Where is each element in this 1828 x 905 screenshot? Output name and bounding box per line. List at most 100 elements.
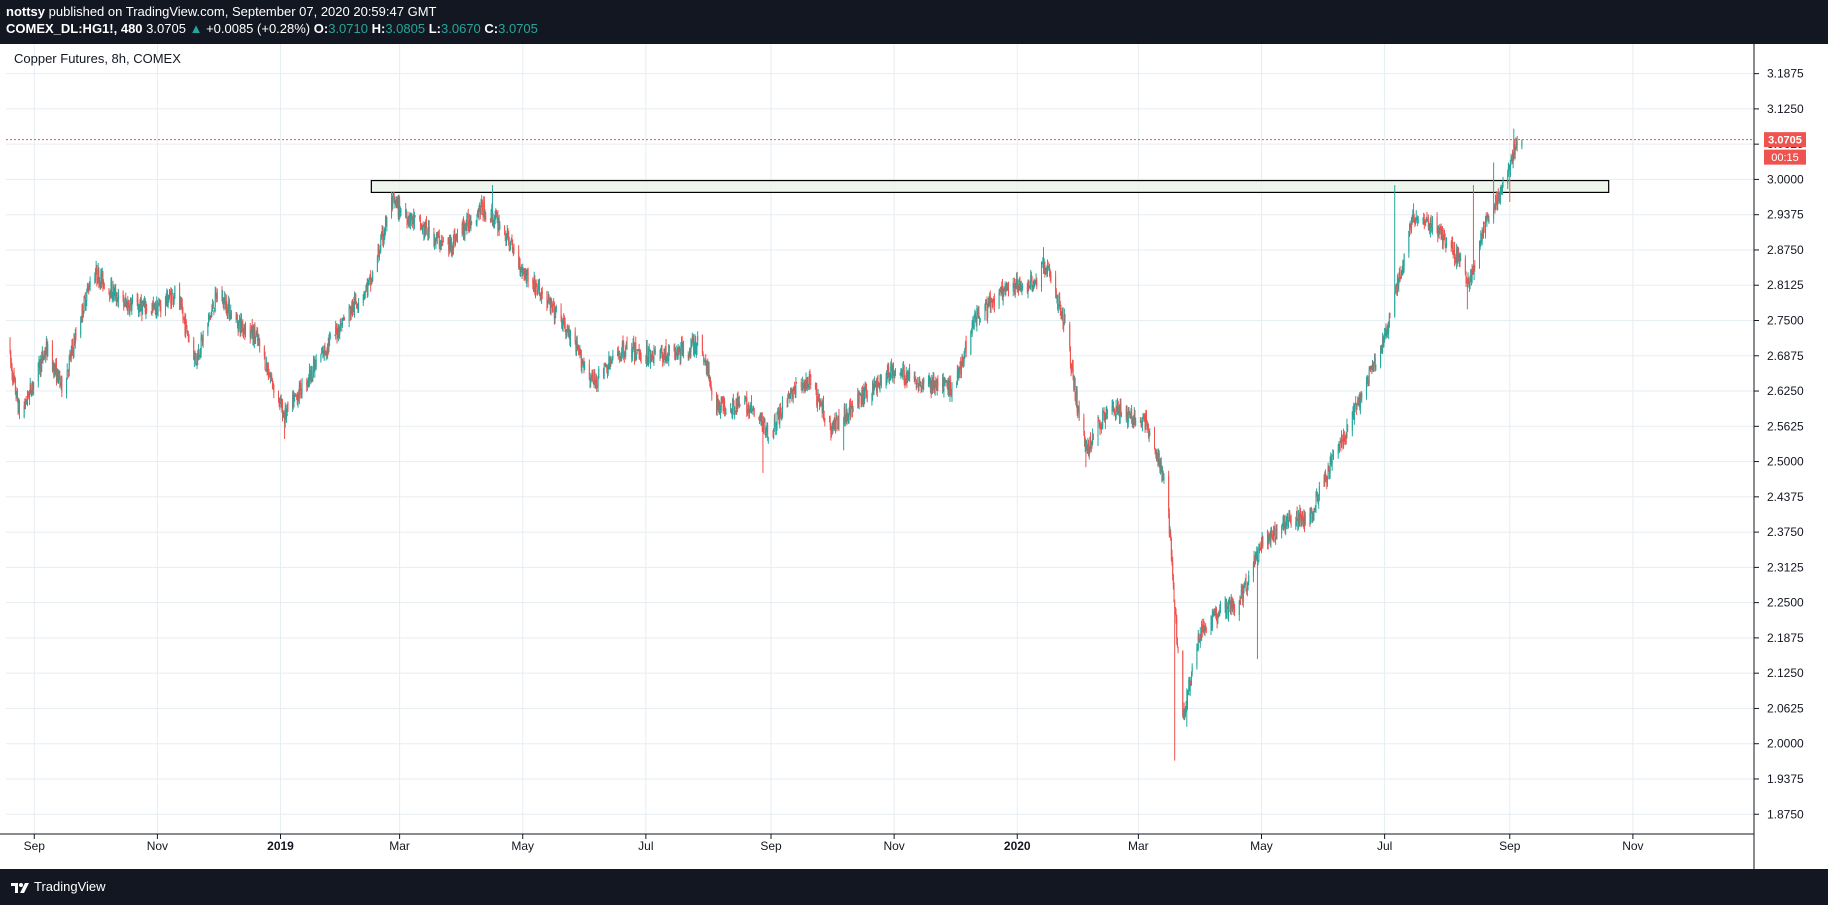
- candle-body: [1427, 219, 1429, 227]
- candle-body: [667, 359, 669, 361]
- candle-body: [1281, 527, 1283, 534]
- candle-body: [1271, 532, 1273, 535]
- candle-body: [32, 384, 34, 388]
- candle-body: [605, 363, 607, 366]
- candle-body: [1367, 376, 1369, 382]
- candle-body: [781, 412, 783, 414]
- price-axis[interactable]: 3.18753.12503.06253.00002.93752.87502.81…: [1754, 67, 1804, 822]
- candle-body: [1256, 550, 1258, 557]
- candle-body: [584, 364, 586, 369]
- candle-body: [126, 302, 128, 311]
- candle-body: [238, 320, 240, 329]
- candle-body: [1341, 435, 1343, 442]
- candle-body: [1302, 514, 1304, 521]
- candle-body: [933, 383, 935, 389]
- candle-body: [30, 382, 32, 393]
- tradingview-logo-icon[interactable]: [10, 880, 30, 894]
- candle-body: [228, 301, 230, 307]
- candle-body: [169, 293, 171, 295]
- candle-body: [1199, 633, 1201, 643]
- candle-body: [1129, 411, 1131, 414]
- candle-body: [257, 339, 259, 342]
- candle-body: [27, 392, 29, 398]
- candle-body: [312, 370, 314, 381]
- candle-body: [419, 218, 421, 226]
- candle-body: [1483, 225, 1485, 235]
- candle-body: [216, 292, 218, 299]
- candle-body: [1425, 221, 1427, 224]
- candle-body: [604, 365, 606, 367]
- candle-body: [1145, 412, 1147, 422]
- publisher-username[interactable]: nottsy: [6, 4, 45, 19]
- candle-body: [582, 362, 584, 365]
- x-tick-label: May: [1250, 839, 1273, 853]
- candle-body: [817, 392, 819, 400]
- time-axis[interactable]: Sep Nov 2019 Mar May Jul Sep Nov 2020 Mar May Jul Se…: [24, 834, 1644, 853]
- candle-body: [733, 404, 735, 413]
- candle-body: [341, 325, 343, 327]
- publish-line: nottsy published on TradingView.com, Sep…: [6, 4, 436, 19]
- candle-body: [901, 369, 903, 376]
- candle-body: [456, 234, 458, 237]
- candle-body: [382, 238, 384, 242]
- candle-body: [510, 241, 512, 249]
- candle-body: [240, 319, 242, 331]
- chart-area[interactable]: Copper Futures, 8h, COMEX 3.1875 3.1250 3.…: [0, 44, 1828, 869]
- candle-body: [834, 419, 836, 428]
- candle-body: [310, 366, 312, 379]
- candle-body: [609, 359, 611, 368]
- candle-body: [197, 354, 199, 361]
- candle-body: [41, 353, 43, 357]
- candle-body: [1146, 421, 1148, 428]
- price-chart[interactable]: Copper Futures, 8h, COMEX 3.18753.12503.…: [0, 44, 1828, 869]
- candle-body: [1102, 410, 1104, 413]
- candle-body: [212, 303, 214, 309]
- candle-body: [772, 436, 774, 438]
- candle-body: [697, 336, 699, 342]
- candle-body: [229, 317, 231, 319]
- candle-body: [920, 381, 922, 388]
- tradingview-brand[interactable]: TradingView: [34, 879, 106, 894]
- candle-body: [1043, 262, 1045, 271]
- candle-body: [366, 284, 368, 286]
- candle-body: [477, 211, 479, 217]
- candle-body: [993, 299, 995, 303]
- candle-body: [1515, 143, 1517, 149]
- candle-body: [490, 210, 492, 221]
- candle-body: [378, 254, 380, 257]
- candle-body: [1384, 332, 1386, 341]
- y-tick-label: 2.6875: [1767, 349, 1804, 363]
- candle-body: [779, 407, 781, 423]
- candle-body: [241, 325, 243, 328]
- candle-body: [948, 379, 950, 396]
- candle-body: [1472, 271, 1474, 274]
- candle-body: [722, 397, 724, 400]
- candle-body: [1408, 231, 1410, 253]
- candle-body: [381, 231, 383, 234]
- resistance-zone[interactable]: [370, 179, 1610, 194]
- candle-body: [1460, 258, 1462, 261]
- candle-body: [522, 267, 524, 273]
- y-tick-label: 3.0000: [1767, 172, 1804, 186]
- candle-body: [1007, 288, 1009, 291]
- x-tick-label: Nov: [1622, 839, 1643, 853]
- candle-body: [1456, 249, 1458, 263]
- candle-body: [136, 298, 138, 303]
- candle-body: [99, 280, 101, 286]
- candle-body: [907, 375, 909, 381]
- candle-body: [1385, 329, 1387, 338]
- candle-body: [354, 296, 356, 301]
- candle-body: [1242, 587, 1244, 602]
- countdown-badge: [1764, 149, 1806, 165]
- x-tick-label: 2020: [1004, 839, 1031, 853]
- candle-body: [1414, 221, 1416, 223]
- candle-body: [1142, 414, 1144, 421]
- candle-body: [1281, 525, 1283, 527]
- candle-body: [648, 351, 650, 363]
- candle-body: [1480, 232, 1482, 244]
- candle-body: [438, 233, 440, 236]
- candle-body: [314, 363, 316, 367]
- candle-body: [646, 346, 648, 361]
- candle-body: [1331, 455, 1333, 465]
- candle-body: [1006, 283, 1008, 290]
